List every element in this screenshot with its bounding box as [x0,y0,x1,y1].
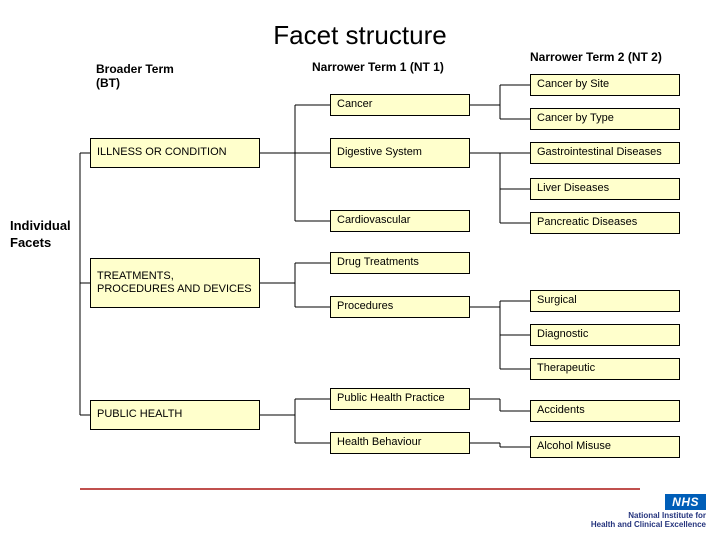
page-title: Facet structure [0,20,720,51]
nt2-node-cancer_site: Cancer by Site [530,74,680,96]
logo-area: NHS National Institute for Health and Cl… [591,493,706,530]
nt2-node-cancer_type: Cancer by Type [530,108,680,130]
nt1-node-cardio: Cardiovascular [330,210,470,232]
nt1-node-health_behav: Health Behaviour [330,432,470,454]
nt2-node-accidents: Accidents [530,400,680,422]
divider-line [80,488,640,490]
nt2-node-pancreatic: Pancreatic Diseases [530,212,680,234]
header-nt2: Narrower Term 2 (NT 2) [530,50,662,64]
nt1-node-php: Public Health Practice [330,388,470,410]
nt2-node-alcohol: Alcohol Misuse [530,436,680,458]
header-nt1: Narrower Term 1 (NT 1) [312,60,444,74]
nt2-node-liver: Liver Diseases [530,178,680,200]
nt2-node-diagnostic: Diagnostic [530,324,680,346]
bt-node-public_health: PUBLIC HEALTH [90,400,260,430]
nice-text-2: Health and Clinical Excellence [591,521,706,530]
nt2-node-surgical: Surgical [530,290,680,312]
nt1-node-drug_treat: Drug Treatments [330,252,470,274]
nt1-node-digestive: Digestive System [330,138,470,168]
nt1-node-cancer: Cancer [330,94,470,116]
nt2-node-gastro: Gastrointestinal Diseases [530,142,680,164]
bt-node-treatments: TREATMENTS, PROCEDURES AND DEVICES [90,258,260,308]
header-bt: Broader Term (BT) [96,62,174,90]
bt-node-illness: ILLNESS OR CONDITION [90,138,260,168]
side-label-facets: Individual Facets [10,218,71,252]
nt1-node-procedures: Procedures [330,296,470,318]
nhs-badge: NHS [665,494,706,510]
nt2-node-therapeutic: Therapeutic [530,358,680,380]
